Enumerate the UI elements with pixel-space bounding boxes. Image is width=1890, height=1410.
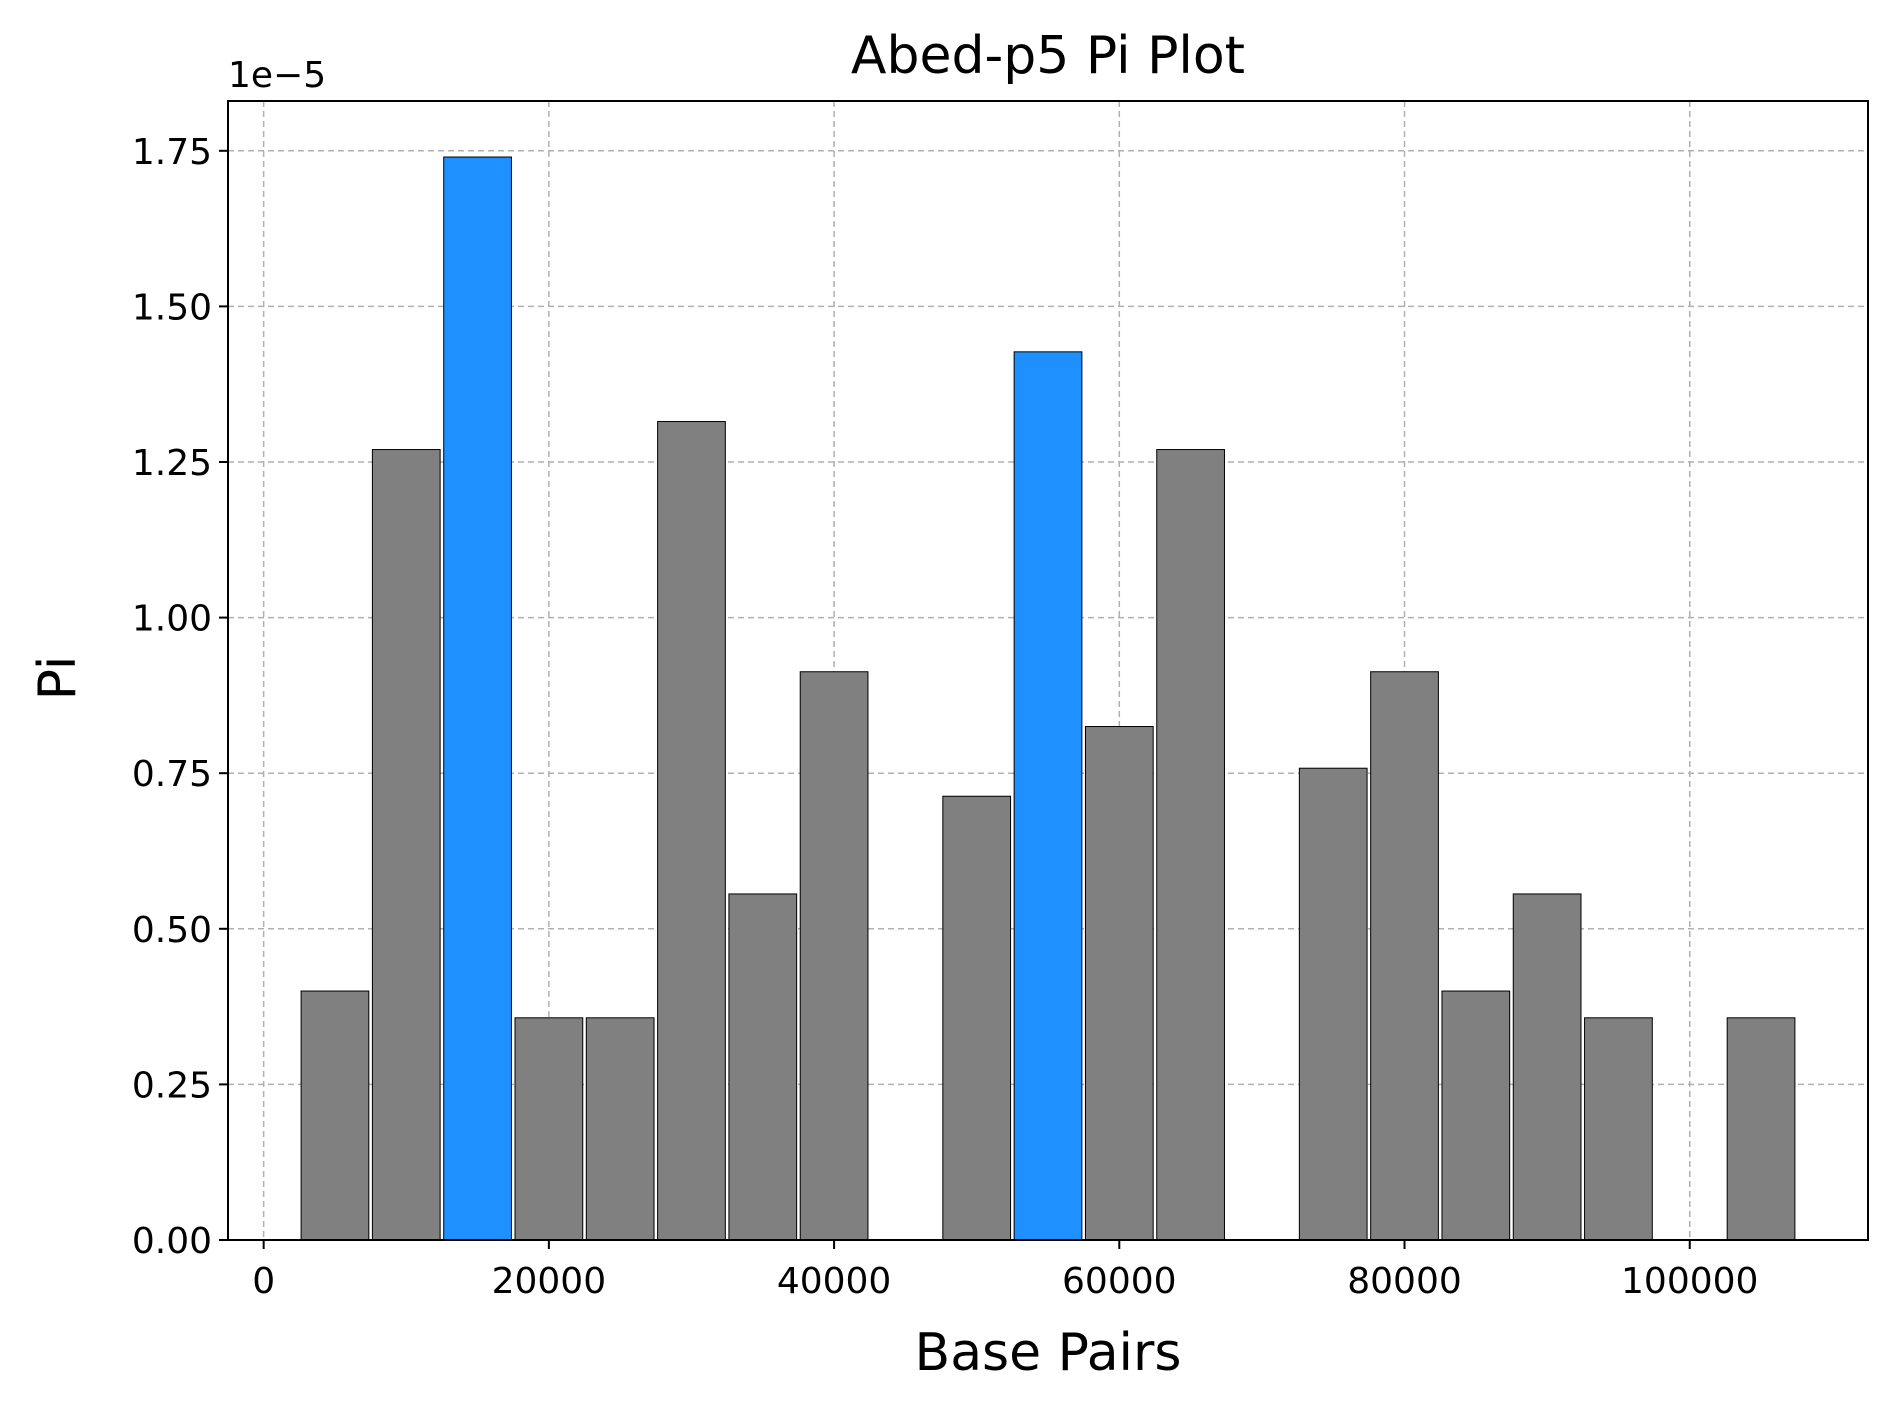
y-tick-label: 0.75 (132, 754, 212, 795)
bar (1156, 449, 1225, 1241)
x-tick-label: 60000 (1062, 1261, 1177, 1302)
chart-title: Abed-p5 Pi Plot (851, 26, 1245, 86)
y-tick-label: 1.00 (132, 599, 212, 640)
plot-frame (227, 100, 1869, 1241)
bars (300, 156, 1796, 1241)
bar (1584, 1017, 1653, 1241)
x-axis-ticks: 0 20000 40000 60000 80000 100000 (252, 1240, 1758, 1302)
y-tick-label: 1.50 (132, 287, 212, 328)
bar (514, 1017, 584, 1241)
x-tick-label: 80000 (1347, 1261, 1462, 1302)
bar (371, 449, 441, 1241)
y-axis-ticks: 0.00 0.25 0.50 0.75 1.00 1.25 1.50 1.75 (132, 132, 228, 1262)
bar (942, 795, 1012, 1241)
bar (1512, 893, 1582, 1241)
y-tick-label: 1.25 (132, 443, 212, 484)
x-tick-label: 20000 (492, 1261, 607, 1302)
bar (300, 990, 370, 1241)
bar (1298, 767, 1368, 1241)
x-tick-label: 100000 (1621, 1261, 1758, 1302)
y-tick-label: 0.50 (132, 910, 212, 951)
y-axis-offset-label: 1e−5 (228, 55, 326, 96)
y-tick-label: 1.75 (132, 132, 212, 173)
x-tick-label: 0 (252, 1261, 275, 1302)
bar-highlighted (1013, 351, 1083, 1241)
y-axis-label: Pi (28, 656, 88, 701)
bar (728, 893, 798, 1241)
bar (1441, 990, 1511, 1241)
bar (799, 671, 869, 1241)
x-tick-label: 40000 (777, 1261, 892, 1302)
bar (1726, 1017, 1796, 1241)
y-tick-label: 0.25 (132, 1065, 212, 1106)
bar (1084, 726, 1154, 1241)
x-axis-label: Base Pairs (915, 1323, 1182, 1383)
bar (585, 1017, 655, 1241)
bar (1370, 671, 1439, 1241)
y-tick-label: 0.00 (132, 1221, 212, 1262)
bar-highlighted (443, 156, 512, 1241)
bar (657, 421, 726, 1241)
